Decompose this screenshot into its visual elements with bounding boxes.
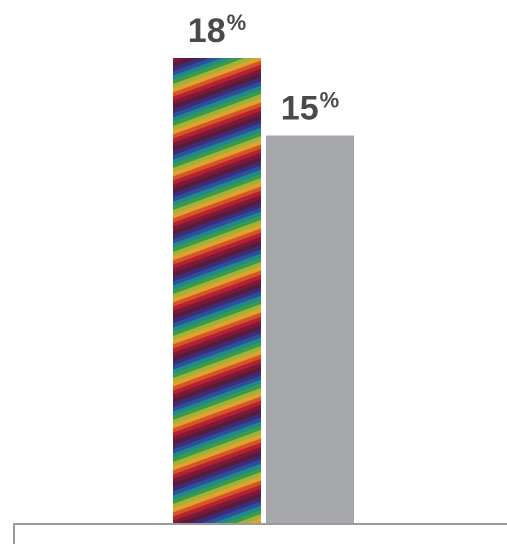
value-number-2: 15 [281, 90, 319, 128]
bar-2 [266, 135, 354, 523]
bar-1 [173, 58, 261, 523]
value-unit-2: % [320, 88, 340, 113]
value-label-2: 15% [281, 88, 339, 128]
value-labels-group: 18%15% [188, 10, 339, 128]
value-unit-1: % [227, 10, 247, 35]
bars-group [173, 58, 354, 523]
value-number-1: 18 [188, 12, 226, 50]
value-label-1: 18% [188, 10, 246, 50]
